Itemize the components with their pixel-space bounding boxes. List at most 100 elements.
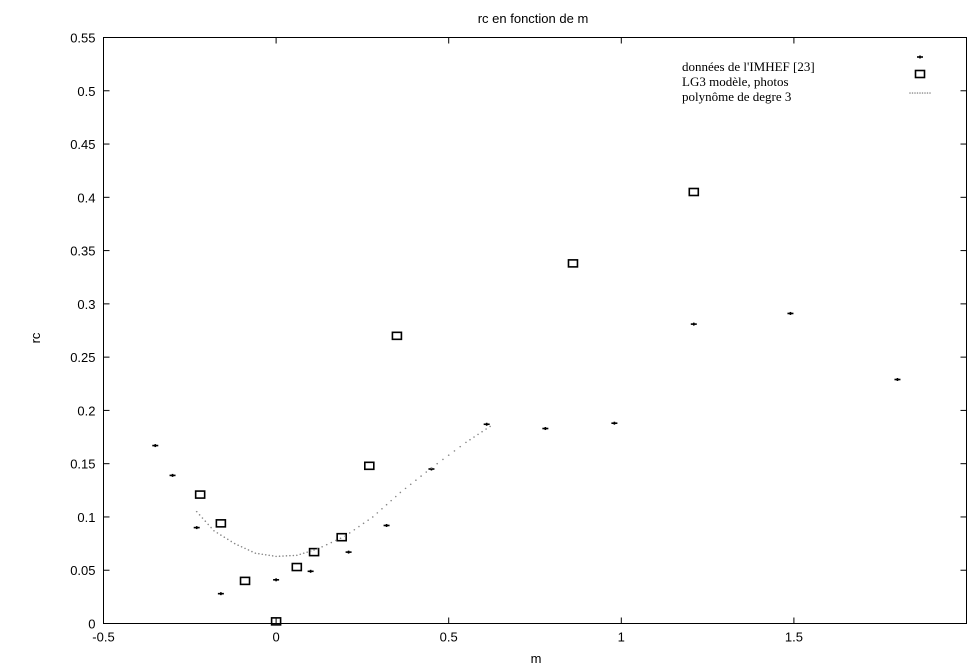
y-tick-label: 0.3 [77, 297, 95, 312]
data-point [611, 421, 618, 425]
data-point [152, 444, 159, 448]
legend-label-2: polynôme de degre 3 [682, 89, 791, 104]
curve-dot [430, 467, 433, 469]
curve-dot [325, 543, 328, 546]
y-tick-label: 0.45 [70, 137, 95, 152]
data-point [483, 422, 490, 426]
x-tick-label: 0.5 [440, 630, 458, 645]
curve-dot [258, 552, 260, 555]
curve-dot [390, 499, 392, 502]
curve-dot [230, 540, 233, 543]
curve-dot [223, 536, 226, 538]
legend-label-1: LG3 modèle, photos [682, 74, 789, 89]
legend-label-0: données de l'IMHEF [23] [682, 59, 815, 74]
curve-dot [436, 462, 438, 465]
curve-dot [394, 495, 397, 498]
legend-marker-2 [909, 92, 911, 94]
curve-dot [309, 550, 312, 552]
curve-dot [339, 537, 342, 540]
curve-dot [240, 545, 243, 548]
curve-dot [285, 555, 288, 557]
legend-marker-2 [926, 92, 929, 94]
curve-dot [473, 436, 475, 438]
curve-dot [415, 479, 417, 481]
curve-dot [292, 554, 295, 557]
curve-dot [442, 458, 444, 461]
curve-dot [321, 545, 323, 548]
legend-marker-1 [914, 69, 926, 79]
y-tick-label: 0.55 [70, 31, 95, 46]
data-point [308, 547, 320, 557]
curve-dot [376, 512, 379, 514]
curve-dot [268, 554, 270, 557]
curve-dot [447, 454, 450, 456]
curve-dot [226, 538, 229, 541]
data-point [364, 461, 375, 471]
legend-marker-2 [914, 92, 916, 94]
curve-dot [220, 534, 222, 536]
curve-dot [213, 530, 215, 532]
curve-dot [489, 425, 491, 428]
data-point [894, 378, 901, 382]
x-tick-label: 1.5 [785, 630, 803, 645]
data-point [307, 569, 314, 573]
x-tick-label: 0 [272, 630, 279, 645]
curve-dot [275, 555, 277, 558]
curve-dot [358, 525, 360, 528]
y-tick-label: 0.2 [77, 403, 95, 418]
curve-dot [296, 554, 298, 557]
curve-dot [465, 441, 467, 444]
curve-dot [362, 522, 365, 525]
data-point [169, 473, 176, 477]
y-tick-label: 0.35 [70, 244, 95, 259]
curve-dot [371, 516, 374, 518]
curve-dot [254, 552, 257, 554]
y-tick-label: 0.5 [77, 84, 95, 99]
y-tick-labels: 0 0.05 0.1 0.15 0.2 0.25 0.3 0.35 0.4 0.45 0.5 0.55 [70, 31, 95, 632]
data-point [787, 311, 794, 315]
curve-dot [302, 552, 305, 554]
x-tick-labels: -0.5 0 0.5 1 1.5 [92, 630, 803, 645]
data-point [688, 187, 700, 197]
data-point [217, 592, 224, 596]
y-tick-label: 0.05 [70, 563, 95, 578]
data-point [336, 532, 347, 542]
legend-markers [909, 55, 931, 94]
curve-dot [299, 553, 302, 556]
curve-dot [204, 520, 207, 523]
curve-dot [289, 554, 291, 557]
legend-marker-2 [919, 92, 921, 94]
curve-dot [261, 553, 264, 556]
curve-dot [244, 547, 246, 550]
data-point [391, 331, 403, 341]
curve-dot [353, 528, 356, 531]
y-tick-label: 0.15 [70, 457, 95, 472]
curve-dot [264, 553, 267, 556]
legend-marker-2 [929, 92, 931, 94]
y-tick-label: 0.4 [77, 190, 95, 205]
curve-dot [348, 532, 351, 534]
curve-dot [216, 532, 219, 534]
curve-dot [313, 549, 315, 551]
data-point [194, 490, 206, 499]
legend-marker-2 [911, 92, 914, 94]
curve-dot [459, 445, 462, 448]
curve-dot [453, 450, 456, 452]
series-0 [152, 311, 901, 596]
legend-marker-2 [916, 92, 919, 94]
legend-marker-0 [917, 55, 923, 59]
data-point [193, 526, 200, 530]
data-point [270, 617, 282, 626]
curve-dot [201, 517, 204, 519]
legend-marker-2 [921, 92, 924, 94]
curve-dot [477, 433, 479, 436]
curve-dot [306, 551, 308, 553]
x-axis-title: m [531, 651, 542, 665]
chart-title: rc en fonction de m [478, 11, 589, 26]
curve-dot [420, 475, 422, 477]
curve-dot [335, 539, 337, 542]
curve-dot [404, 487, 407, 490]
data-point [345, 550, 352, 554]
curve-dot [367, 519, 369, 521]
curve-dot [481, 430, 483, 433]
